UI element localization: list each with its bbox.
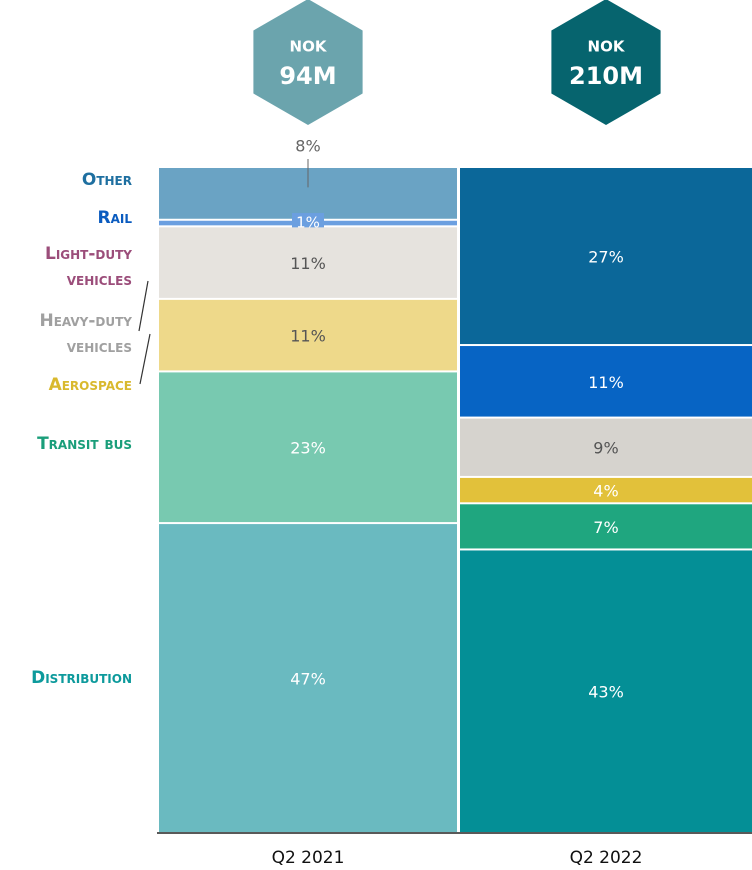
value-label: 7% bbox=[593, 518, 618, 537]
segment bbox=[159, 524, 457, 832]
legend-label: Heavy-duty vehicles bbox=[39, 311, 132, 357]
legend-label: Light-duty vehicles bbox=[44, 244, 132, 290]
total-unit: NOK bbox=[290, 38, 328, 56]
segment bbox=[460, 477, 752, 503]
value-label: 43% bbox=[588, 683, 624, 702]
segment bbox=[159, 299, 457, 371]
x-tick-label: Q2 2021 bbox=[272, 848, 345, 868]
connector bbox=[139, 333, 151, 385]
legend-label: Aerospace bbox=[48, 375, 132, 395]
value-label: 11% bbox=[588, 373, 624, 392]
segment bbox=[460, 346, 752, 417]
value-label: 47% bbox=[290, 670, 326, 689]
segment bbox=[460, 418, 752, 476]
value-label: 8% bbox=[295, 137, 320, 156]
total-label: 210M bbox=[569, 62, 643, 90]
segment bbox=[460, 550, 752, 832]
legend-label: Distribution bbox=[31, 668, 132, 688]
value-label: 1% bbox=[296, 214, 320, 232]
value-label: 9% bbox=[593, 439, 618, 458]
total-badge bbox=[253, 0, 363, 125]
segment bbox=[460, 504, 752, 549]
segment bbox=[159, 227, 457, 298]
x-tick-label: Q2 2022 bbox=[570, 848, 643, 868]
value-label: 27% bbox=[588, 248, 624, 267]
value-label: 23% bbox=[290, 439, 326, 458]
segment bbox=[460, 168, 752, 345]
value-label: 11% bbox=[290, 327, 326, 346]
total-badge bbox=[551, 0, 661, 125]
legend-label: Rail bbox=[97, 208, 133, 228]
total-unit: NOK bbox=[588, 38, 626, 56]
segment bbox=[159, 372, 457, 523]
total-label: 94M bbox=[279, 62, 336, 90]
value-label: 4% bbox=[593, 482, 618, 501]
legend-label: Transit bus bbox=[37, 434, 132, 454]
value-label: 11% bbox=[290, 254, 326, 273]
legend-label: Other bbox=[81, 170, 132, 190]
connector bbox=[138, 280, 149, 332]
